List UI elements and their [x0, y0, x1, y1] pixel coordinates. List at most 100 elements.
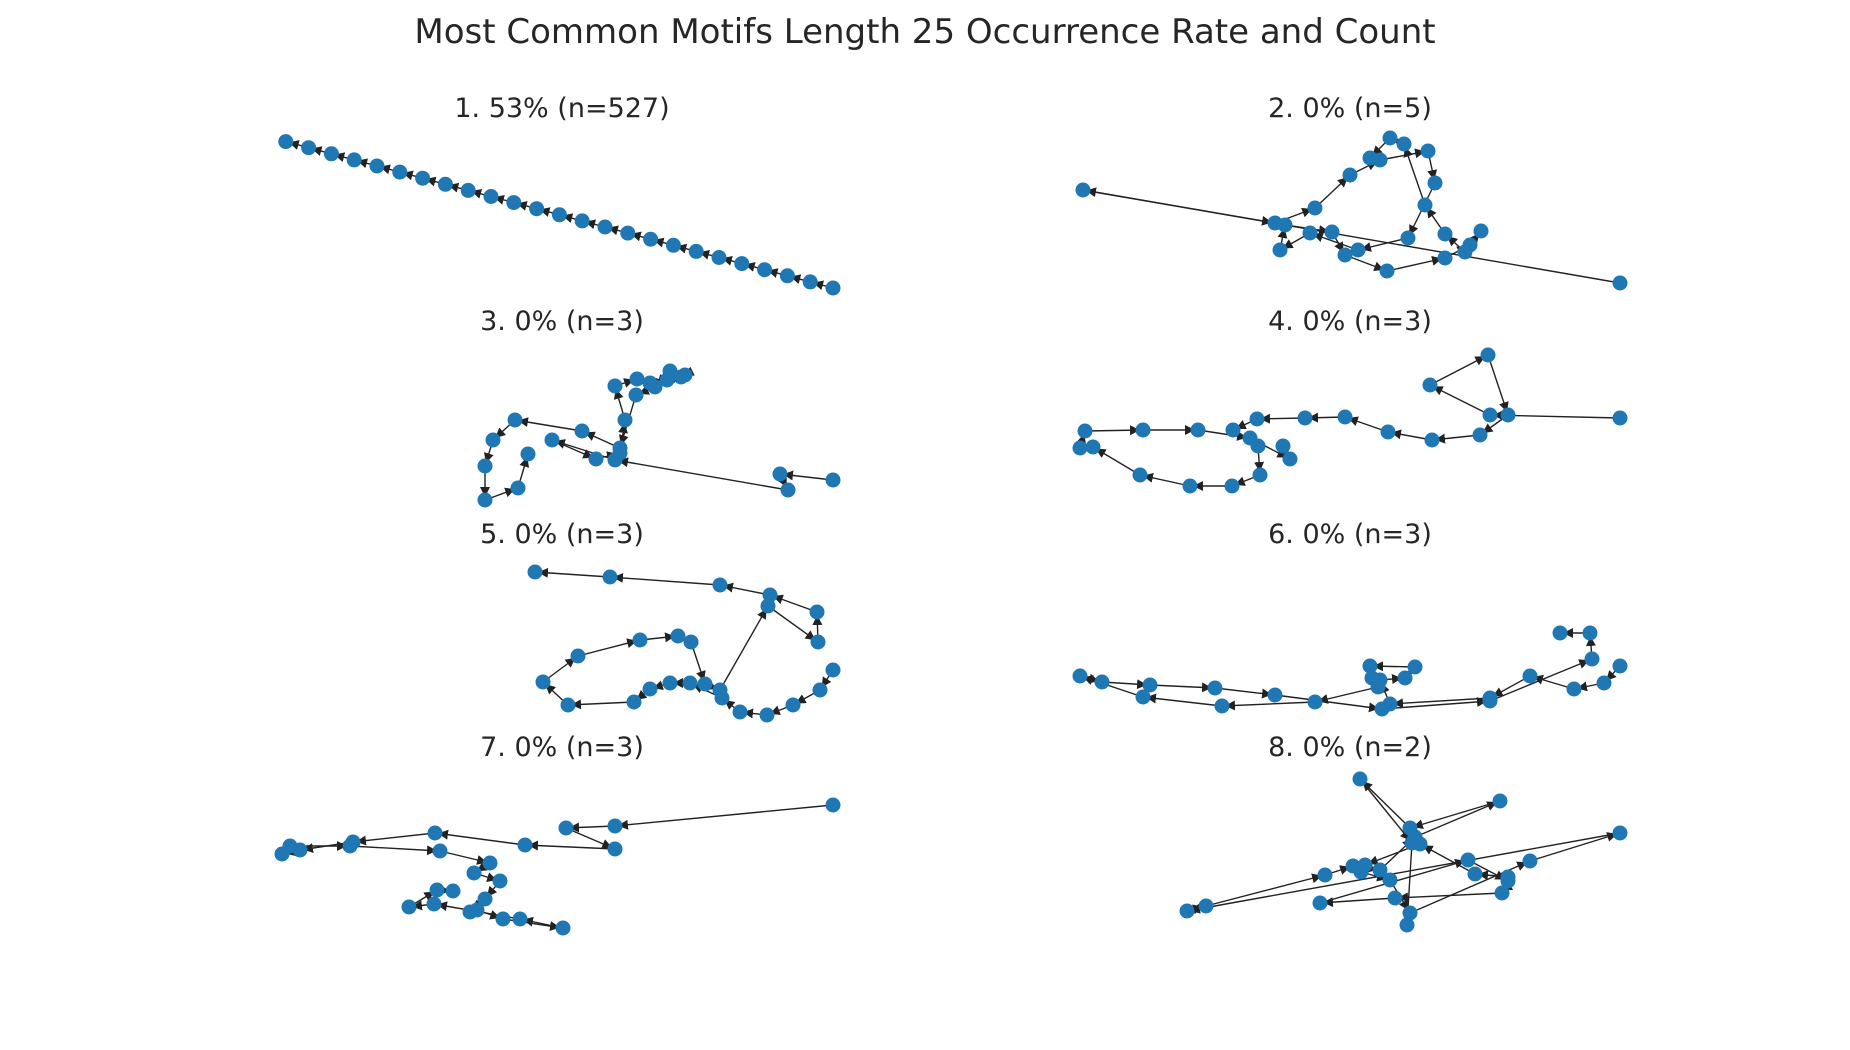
edge — [577, 638, 641, 657]
edge — [719, 582, 771, 596]
edge — [1197, 429, 1251, 441]
edge — [565, 822, 616, 833]
edge — [1489, 658, 1593, 702]
node — [1566, 681, 1582, 697]
edge — [1221, 700, 1316, 711]
node — [1362, 150, 1378, 166]
node — [512, 911, 528, 927]
node — [1075, 182, 1091, 198]
edge — [1205, 873, 1326, 907]
node — [1582, 625, 1598, 641]
edge — [614, 804, 834, 830]
edge — [1529, 832, 1621, 862]
edge — [1186, 832, 1621, 914]
node — [1337, 409, 1353, 425]
edge — [1419, 843, 1476, 875]
panel-4-title: 4. 0% (n=3) — [1268, 306, 1432, 337]
node — [647, 379, 663, 395]
node — [1467, 866, 1483, 882]
node — [401, 899, 417, 915]
node — [662, 675, 678, 691]
node — [1387, 890, 1403, 906]
edge — [1214, 687, 1276, 699]
node — [1324, 224, 1340, 240]
edge — [352, 832, 436, 846]
node — [482, 855, 498, 871]
node — [544, 432, 560, 448]
node — [1094, 674, 1110, 690]
edge — [434, 829, 526, 846]
node — [1132, 467, 1148, 483]
node — [607, 378, 623, 394]
node — [1380, 424, 1396, 440]
node — [825, 797, 841, 813]
edge — [1319, 897, 1396, 908]
motif-graph-1 — [278, 134, 841, 296]
node — [278, 134, 294, 150]
node — [812, 682, 828, 698]
node — [1312, 895, 1328, 911]
node — [427, 825, 443, 841]
node — [415, 170, 431, 186]
edge — [349, 845, 441, 856]
node — [1142, 677, 1158, 693]
edge — [1101, 679, 1151, 690]
node — [1492, 793, 1508, 809]
motif-graph-8 — [1179, 771, 1628, 933]
motif-graph-2 — [1075, 130, 1628, 291]
node — [1494, 885, 1510, 901]
node — [712, 577, 728, 593]
node — [432, 843, 448, 859]
node — [1277, 217, 1293, 233]
node — [1522, 853, 1538, 869]
node — [1480, 347, 1496, 363]
node — [1307, 200, 1323, 216]
node — [734, 256, 750, 272]
edge — [1409, 860, 1531, 914]
panel-8-title: 8. 0% (n=2) — [1268, 732, 1432, 763]
node — [670, 628, 686, 644]
edge — [524, 840, 616, 851]
panel-1-title: 1. 53% (n=527) — [454, 93, 670, 124]
node — [632, 632, 648, 648]
node — [429, 882, 445, 898]
node — [466, 865, 482, 881]
node — [574, 213, 590, 229]
node — [1282, 451, 1298, 467]
node — [574, 423, 590, 439]
node — [1252, 467, 1268, 483]
node — [683, 634, 699, 650]
edge — [1386, 255, 1446, 272]
node — [301, 140, 317, 156]
figure-title: Most Common Motifs Length 25 Occurrence … — [414, 12, 1436, 52]
edge — [1529, 674, 1575, 690]
panel-6-title: 6. 0% (n=3) — [1268, 519, 1432, 550]
node — [1267, 687, 1283, 703]
node — [1225, 422, 1241, 438]
node — [495, 911, 511, 927]
node — [1400, 230, 1416, 246]
node — [1337, 247, 1353, 263]
node — [628, 387, 644, 403]
node — [602, 569, 618, 585]
node — [1397, 670, 1413, 686]
node — [1345, 858, 1361, 874]
node — [323, 146, 339, 162]
edge — [1357, 237, 1409, 252]
node — [1342, 167, 1358, 183]
node — [597, 219, 613, 235]
edge — [1142, 693, 1223, 707]
node — [662, 363, 678, 379]
edge — [1314, 686, 1379, 704]
edge — [1359, 778, 1413, 844]
edge — [614, 457, 789, 491]
node — [779, 268, 795, 284]
node — [426, 896, 442, 912]
node — [1596, 675, 1612, 691]
node — [1179, 903, 1195, 919]
node — [1420, 143, 1436, 159]
edge — [1389, 697, 1491, 709]
node — [510, 480, 526, 496]
node — [1457, 244, 1473, 260]
panel-5-title: 5. 0% (n=3) — [480, 519, 644, 550]
